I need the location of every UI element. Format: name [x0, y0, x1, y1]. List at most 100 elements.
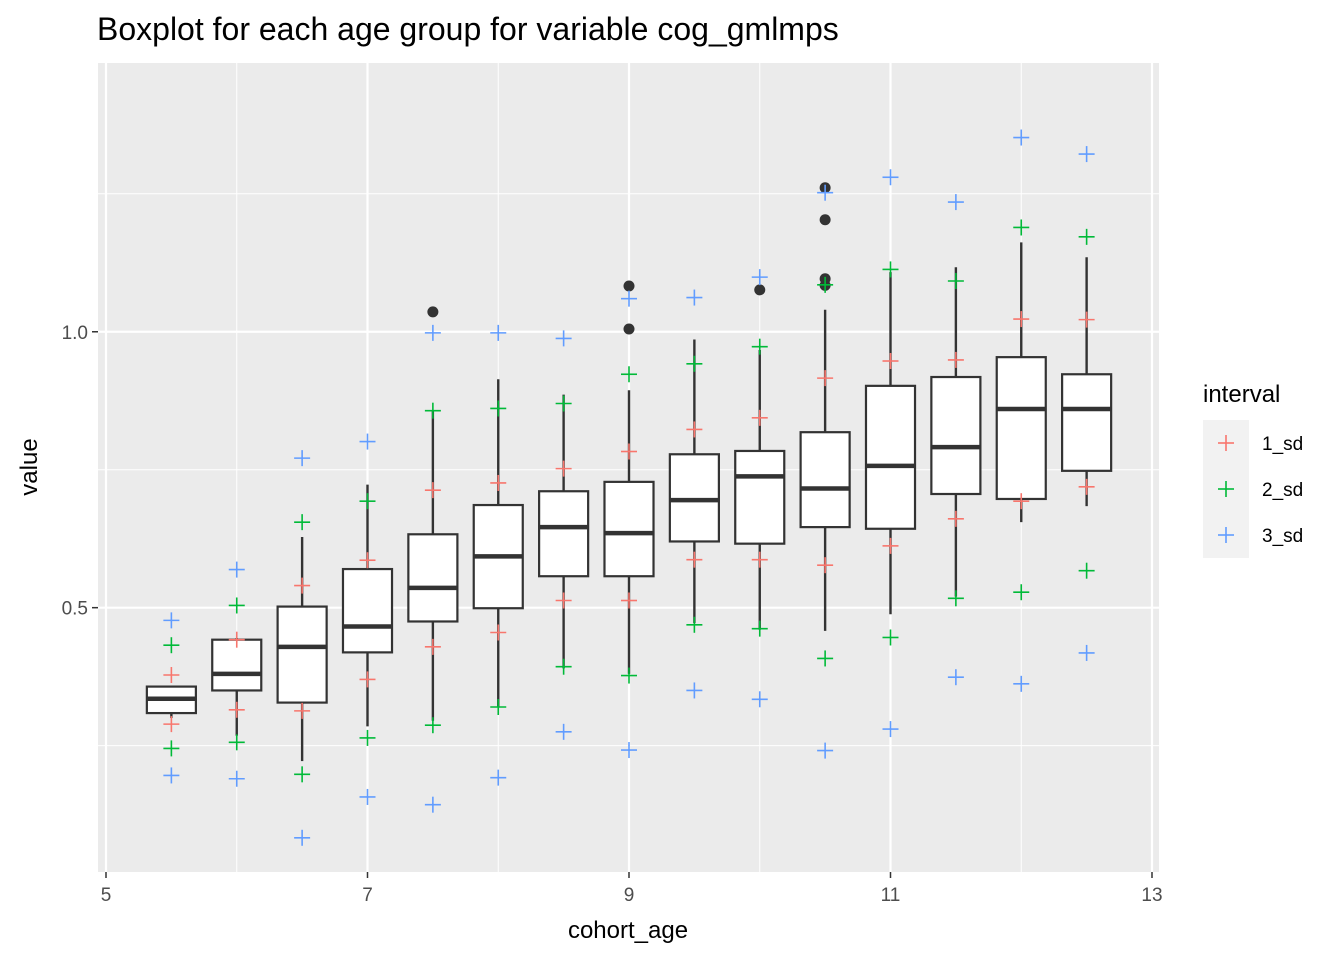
interval-point-sd1 [1078, 311, 1095, 328]
interval-point-sd1 [686, 421, 703, 438]
interval-point-sd1 [751, 551, 768, 568]
interval-point-sd2 [359, 493, 376, 510]
interval-point-sd1 [947, 351, 964, 368]
interval-point-sd3 [1013, 675, 1030, 692]
interval-point-sd2 [294, 514, 311, 531]
legend-key-1_sd [1218, 435, 1234, 451]
box-body [799, 431, 851, 529]
interval-point-sd2 [817, 650, 834, 667]
interval-point-sd3 [817, 742, 834, 759]
x-tick-label: 11 [881, 885, 901, 906]
interval-point-sd3 [1078, 146, 1095, 163]
box-body [276, 605, 328, 704]
x-tick-label: 13 [1141, 885, 1162, 906]
box-9 [603, 280, 655, 674]
interval-point-sd2 [1078, 562, 1095, 579]
interval-point-sd2 [228, 597, 245, 614]
interval-point-sd1 [294, 702, 311, 719]
interval-point-sd1 [817, 370, 834, 387]
interval-point-sd1 [555, 460, 572, 477]
interval-point-sd2 [1078, 228, 1095, 245]
interval-point-sd2 [947, 590, 964, 607]
interval-point-sd3 [555, 330, 572, 347]
legend-key-3_sd [1218, 527, 1234, 543]
plot-marks [145, 129, 1113, 846]
interval-point-sd1 [751, 409, 768, 426]
interval-point-sd3 [882, 169, 899, 186]
interval-point-sd2 [621, 667, 637, 684]
interval-point-sd1 [228, 701, 245, 718]
outlier-point [427, 306, 439, 318]
outlier-point [754, 284, 766, 296]
interval-point-sd3 [751, 269, 768, 286]
interval-point-sd3 [686, 682, 703, 699]
x-tick-label: 7 [362, 885, 373, 906]
interval-point-sd1 [359, 671, 376, 688]
interval-point-sd3 [294, 450, 311, 467]
y-tick-label: 0.5 [62, 599, 88, 620]
interval-point-sd1 [359, 552, 376, 569]
interval-point-sd3 [490, 324, 507, 341]
box-12 [995, 242, 1047, 523]
interval-point-sd2 [555, 395, 572, 412]
box-10 [734, 284, 786, 630]
interval-point-sd1 [424, 482, 441, 499]
interval-point-sd3 [228, 770, 245, 787]
interval-point-sd2 [882, 629, 899, 646]
box-9.5 [668, 339, 720, 624]
interval-point-sd3 [621, 742, 637, 759]
interval-point-sd2 [882, 261, 899, 278]
interval-point-sd3 [882, 721, 899, 738]
interval-point-sd3 [294, 829, 311, 846]
interval-point-sd2 [1013, 219, 1030, 236]
box-10.5 [799, 182, 851, 631]
interval-point-sd3 [817, 184, 834, 201]
legend-key-2_sd [1218, 481, 1234, 497]
outlier-point [623, 323, 635, 335]
axes: 5 7 9 11 13 0.5 1.0 [62, 323, 1163, 906]
outlier-point [819, 214, 831, 226]
interval-point-sd2 [751, 620, 768, 637]
interval-point-sd2 [947, 272, 964, 289]
interval-point-sd2 [1013, 584, 1030, 601]
legend-label: 2_sd [1262, 480, 1303, 501]
interval-point-sd1 [817, 557, 834, 574]
interval-point-sd2 [228, 734, 245, 751]
interval-point-sd1 [294, 577, 311, 594]
interval-point-sd2 [424, 402, 441, 419]
interval-point-sd2 [555, 658, 572, 675]
box-8.5 [538, 394, 590, 669]
interval-point-sd2 [359, 729, 376, 746]
interval-point-sd1 [621, 443, 637, 460]
y-axis-title: value [16, 438, 43, 495]
y-tick-label: 1.0 [62, 323, 88, 344]
interval-point-sd1 [1013, 493, 1030, 510]
interval-point-sd1 [1078, 478, 1095, 495]
chart-title: Boxplot for each age group for variable … [97, 11, 839, 47]
interval-point-sd1 [947, 510, 964, 527]
interval-point-sd3 [1078, 644, 1095, 661]
interval-point-sd3 [621, 290, 637, 307]
box-body [538, 490, 590, 578]
interval-point-sd3 [490, 769, 507, 786]
interval-point-sd2 [490, 400, 507, 417]
box-7.5 [407, 306, 459, 721]
interval-point-sd1 [1013, 311, 1030, 328]
interval-point-sd1 [555, 592, 572, 609]
interval-point-sd3 [424, 324, 441, 341]
interval-point-sd1 [686, 551, 703, 568]
interval-point-sd1 [424, 638, 441, 655]
box-body [995, 356, 1047, 501]
interval-point-sd1 [882, 353, 899, 370]
interval-point-sd3 [163, 612, 180, 629]
box-body [864, 384, 917, 530]
box-body [407, 533, 459, 623]
interval-point-sd3 [228, 561, 245, 578]
interval-point-sd2 [294, 766, 311, 783]
interval-point-sd2 [621, 366, 637, 383]
box-body [930, 375, 982, 496]
box-body [341, 567, 394, 654]
x-tick-label: 5 [101, 885, 112, 906]
box-body [603, 480, 655, 578]
interval-point-sd3 [686, 289, 703, 306]
